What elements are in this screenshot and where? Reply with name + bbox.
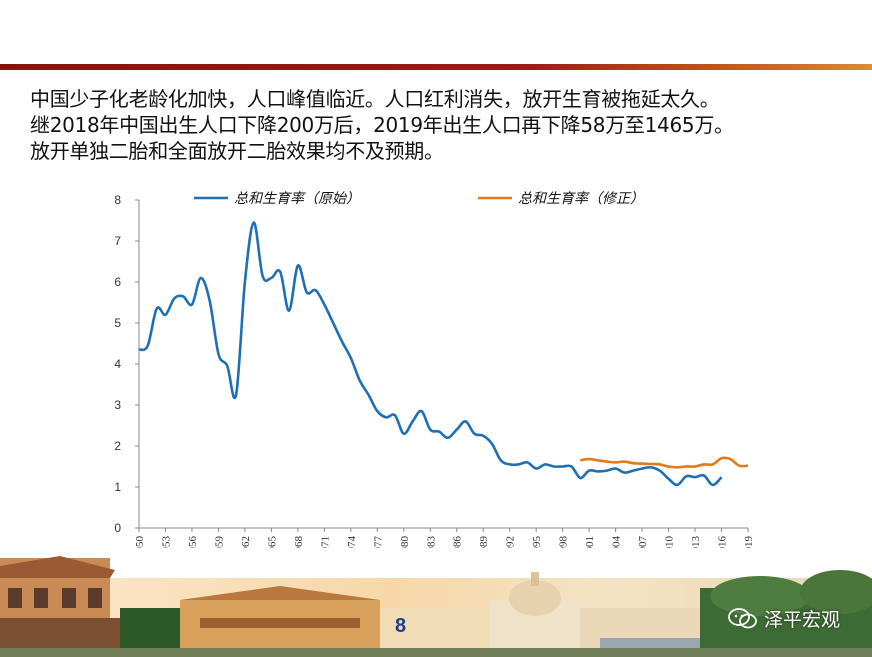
x-tick-label: 1983: [425, 536, 437, 551]
wechat-icon: [728, 607, 757, 628]
x-tick-label: 1950: [134, 536, 146, 551]
series-line-revised: [580, 456, 749, 469]
y-tick-label: 1: [114, 480, 121, 494]
x-tick-label: 1959: [213, 536, 225, 551]
x-tick-label: 1965: [266, 536, 278, 551]
headline-line-2: 继2018年中国出生人口下降200万后，2019年出生人口再下降58万至1465…: [30, 113, 734, 137]
x-tick-label: 2004: [611, 536, 623, 551]
x-tick-label: 2013: [690, 536, 702, 551]
x-tick-label: 1995: [531, 536, 543, 551]
y-tick-label: 4: [114, 357, 121, 371]
x-tick-label: 1971: [319, 536, 331, 550]
legend-label: 总和生育率（修正）: [518, 191, 644, 207]
x-tick-label: 2010: [664, 536, 676, 551]
chart-legend: 总和生育率（原始） 总和生育率（修正）: [194, 191, 644, 207]
x-tick-label: 1986: [452, 536, 464, 551]
y-tick-label: 3: [114, 398, 121, 412]
x-tick-label: 1998: [558, 536, 570, 551]
x-tick-label: 2019: [743, 536, 755, 551]
y-tick-label: 8: [114, 193, 121, 207]
x-axis-tick-labels: 1950 1953 1956 1959 1962 1965 1968 1971 1974 1977…: [134, 528, 755, 550]
x-tick-label: 1953: [160, 536, 172, 551]
x-tick-label: 1980: [399, 536, 411, 551]
x-tick-label: 1968: [293, 536, 305, 551]
x-tick-label: 2016: [717, 536, 729, 551]
x-tick-label: 2001: [584, 536, 596, 550]
chart-axes: [138, 200, 748, 529]
chart-series-lines: [138, 221, 749, 487]
x-tick-label: 1956: [187, 536, 199, 551]
x-tick-label: 2007: [637, 536, 649, 551]
headline-line-3: 放开单独二胎和全面放开二胎效果均不及预期。: [30, 139, 444, 163]
watermark-text: 泽平宏观: [764, 609, 841, 631]
header-divider-bar: [0, 64, 872, 70]
x-tick-label: 1962: [240, 536, 252, 550]
slide-headline: 中国少子化老龄化加快，人口峰值临近。人口红利消失，放开生育被拖延太久。 继201…: [30, 86, 850, 164]
legend-label: 总和生育率（原始）: [234, 191, 360, 207]
wechat-watermark: 泽平宏观: [728, 605, 840, 632]
palace-banner-image: [0, 548, 872, 657]
x-tick-label: 1992: [505, 536, 517, 550]
y-tick-label: 0: [114, 521, 121, 535]
page-number: 8: [395, 615, 407, 637]
x-tick-label: 1989: [478, 536, 490, 551]
y-tick-label: 7: [114, 234, 121, 248]
y-tick-label: 5: [114, 316, 121, 330]
headline-line-1: 中国少子化老龄化加快，人口峰值临近。人口红利消失，放开生育被拖延太久。: [30, 87, 720, 111]
y-tick-label: 2: [114, 439, 121, 453]
y-axis-tick-labels: 0 1 2 3 4 5 6 7 8: [114, 193, 139, 535]
series-line-raw: [138, 221, 723, 487]
x-tick-label: 1974: [346, 536, 358, 551]
x-tick-label: 1977: [372, 536, 384, 551]
y-tick-label: 6: [114, 275, 121, 289]
